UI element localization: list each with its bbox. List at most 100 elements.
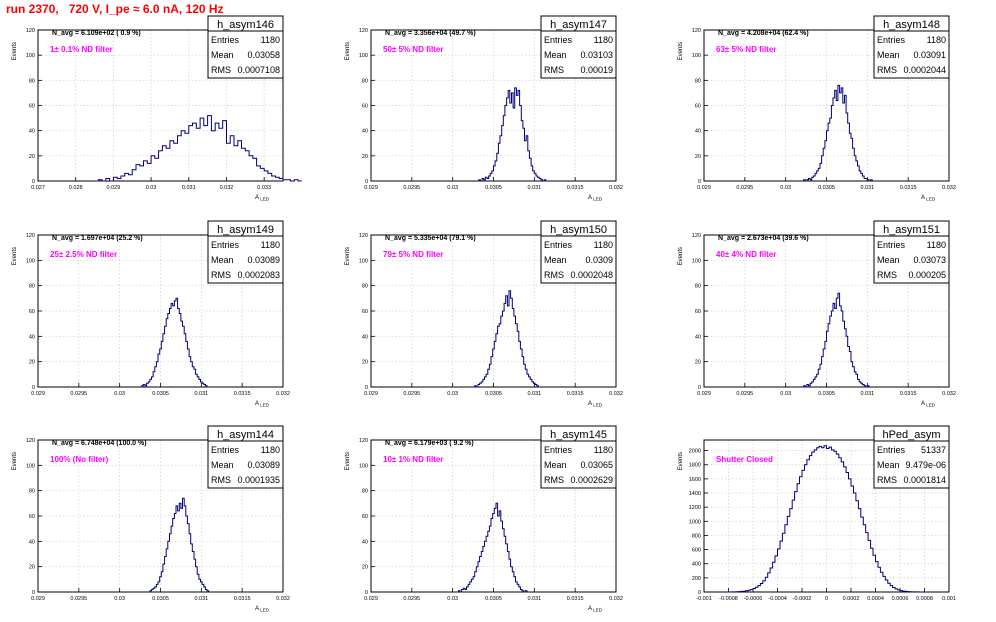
y-axis-label: Events (678, 247, 684, 265)
x-axis-label: A LED (588, 195, 603, 202)
stats-histogram-name: h_asym148 (883, 19, 940, 31)
stats-label: Entries (211, 445, 240, 455)
x-tick-label: 0.0295 (403, 596, 420, 602)
x-tick-label: 0.0008 (916, 596, 933, 602)
x-tick-label: -0.0004 (768, 596, 787, 602)
stats-label: RMS (211, 475, 231, 485)
y-tick-label: 80 (695, 78, 701, 84)
x-tick-label: 0.027 (31, 185, 45, 191)
stats-value: 0.03065 (580, 460, 613, 470)
stats-label: Mean (877, 50, 900, 60)
stats-value: 1180 (927, 240, 946, 250)
x-tick-label: 0.0305 (152, 391, 169, 397)
stats-value: 0.0002048 (570, 270, 613, 280)
y-tick-label: 60 (695, 309, 701, 315)
stats-histogram-name: h_asym151 (883, 224, 940, 236)
stats-label: Entries (544, 240, 573, 250)
x-tick-label: 0.028 (69, 185, 83, 191)
y-tick-label: 80 (29, 284, 35, 290)
y-tick-label: 0 (365, 179, 368, 185)
y-tick-label: 60 (362, 514, 368, 520)
x-tick-label: 0.0295 (736, 185, 753, 191)
stats-box (873, 220, 950, 284)
stats-box (207, 15, 284, 79)
histogram-series (140, 297, 209, 388)
stats-label: RMS (544, 475, 564, 485)
x-tick-label: 0.0295 (736, 391, 753, 397)
stats-label: Mean (211, 460, 234, 470)
x-tick-label: 0.032 (609, 185, 623, 191)
stats-value: 1180 (594, 35, 613, 45)
x-tick-label: 0.031 (860, 185, 874, 191)
stats-label: RMS (544, 270, 564, 280)
x-tick-label: 0.031 (860, 391, 874, 397)
y-axis-label: Events (345, 247, 351, 265)
y-tick-label: 0 (698, 179, 701, 185)
y-axis-label: Events (678, 42, 684, 60)
y-tick-label: 60 (695, 104, 701, 110)
stats-value: 0.0001814 (903, 475, 946, 485)
stats-box (540, 220, 617, 284)
x-tick-label: 0.03 (114, 596, 125, 602)
stats-label: Mean (544, 255, 567, 265)
stats-box (207, 220, 284, 284)
stats-box (540, 15, 617, 79)
x-tick-label: 0.0315 (567, 185, 584, 191)
stats-value: 0.0002044 (903, 65, 946, 75)
x-axis-label: A LED (588, 606, 603, 613)
x-tick-label: -0.001 (696, 596, 712, 602)
navg-label: N_avg = 6.179e+03 ( 9.2 %) (385, 440, 474, 447)
y-tick-label: 100 (359, 53, 368, 59)
y-tick-label: 20 (29, 360, 35, 366)
y-tick-label: 40 (29, 539, 35, 545)
histogram-series (728, 445, 922, 593)
x-tick-label: 0.0305 (818, 391, 835, 397)
y-tick-label: 20 (29, 565, 35, 571)
y-tick-label: 20 (695, 360, 701, 366)
histogram-panel-h_asym148: 0.029 0.0295 0.03 0.0305 0.031 0.0315 0.032 0 20… (678, 15, 956, 202)
navg-label: N_avg = 1.697e+04 (25.2 %) (52, 235, 143, 242)
y-tick-label: 400 (692, 562, 701, 568)
x-tick-label: 0.032 (609, 391, 623, 397)
x-tick-label: 0.031 (527, 596, 541, 602)
y-tick-label: 120 (359, 438, 368, 444)
y-tick-label: 80 (29, 78, 35, 84)
y-tick-label: 100 (359, 258, 368, 264)
stats-label: RMS (211, 270, 231, 280)
stats-label: RMS (877, 65, 897, 75)
x-axis-label: A LED (255, 195, 270, 202)
y-tick-label: 20 (362, 154, 368, 160)
stats-value: 0.0002083 (237, 270, 280, 280)
stats-value: 1180 (261, 445, 280, 455)
x-tick-label: 0.0315 (900, 391, 917, 397)
stats-value: 9.479e-06 (905, 460, 946, 470)
stats-value: 1180 (927, 35, 946, 45)
y-tick-label: 60 (362, 309, 368, 315)
y-tick-label: 80 (695, 284, 701, 290)
y-tick-label: 120 (26, 233, 35, 239)
stats-label: Mean (211, 50, 234, 60)
y-tick-label: 100 (692, 53, 701, 59)
stats-histogram-name: h_asym147 (550, 19, 607, 31)
x-tick-label: 0.031 (527, 185, 541, 191)
y-axis-label: Events (12, 452, 18, 470)
y-tick-label: 120 (26, 28, 35, 34)
x-tick-label: 0.03 (447, 596, 458, 602)
y-tick-label: 80 (362, 284, 368, 290)
x-tick-label: -0.0008 (719, 596, 738, 602)
y-tick-label: 80 (362, 78, 368, 84)
stats-value: 1180 (261, 35, 280, 45)
filter-note: 40± 4% ND filter (716, 250, 776, 259)
y-tick-label: 80 (29, 489, 35, 495)
x-tick-label: 0.0305 (152, 596, 169, 602)
stats-box (873, 425, 950, 489)
x-tick-label: 0.0305 (485, 185, 502, 191)
filter-note: 10± 1% ND filter (383, 455, 443, 464)
x-tick-label: 0.029 (31, 596, 45, 602)
histogram-panel-h_asym150: 0.029 0.0295 0.03 0.0305 0.031 0.0315 0.032 0 20… (345, 220, 623, 408)
stats-label: Mean (544, 460, 567, 470)
y-tick-label: 1800 (689, 463, 701, 469)
stats-value: 1180 (594, 240, 613, 250)
stats-label: Mean (211, 255, 234, 265)
stats-label: Entries (544, 445, 573, 455)
